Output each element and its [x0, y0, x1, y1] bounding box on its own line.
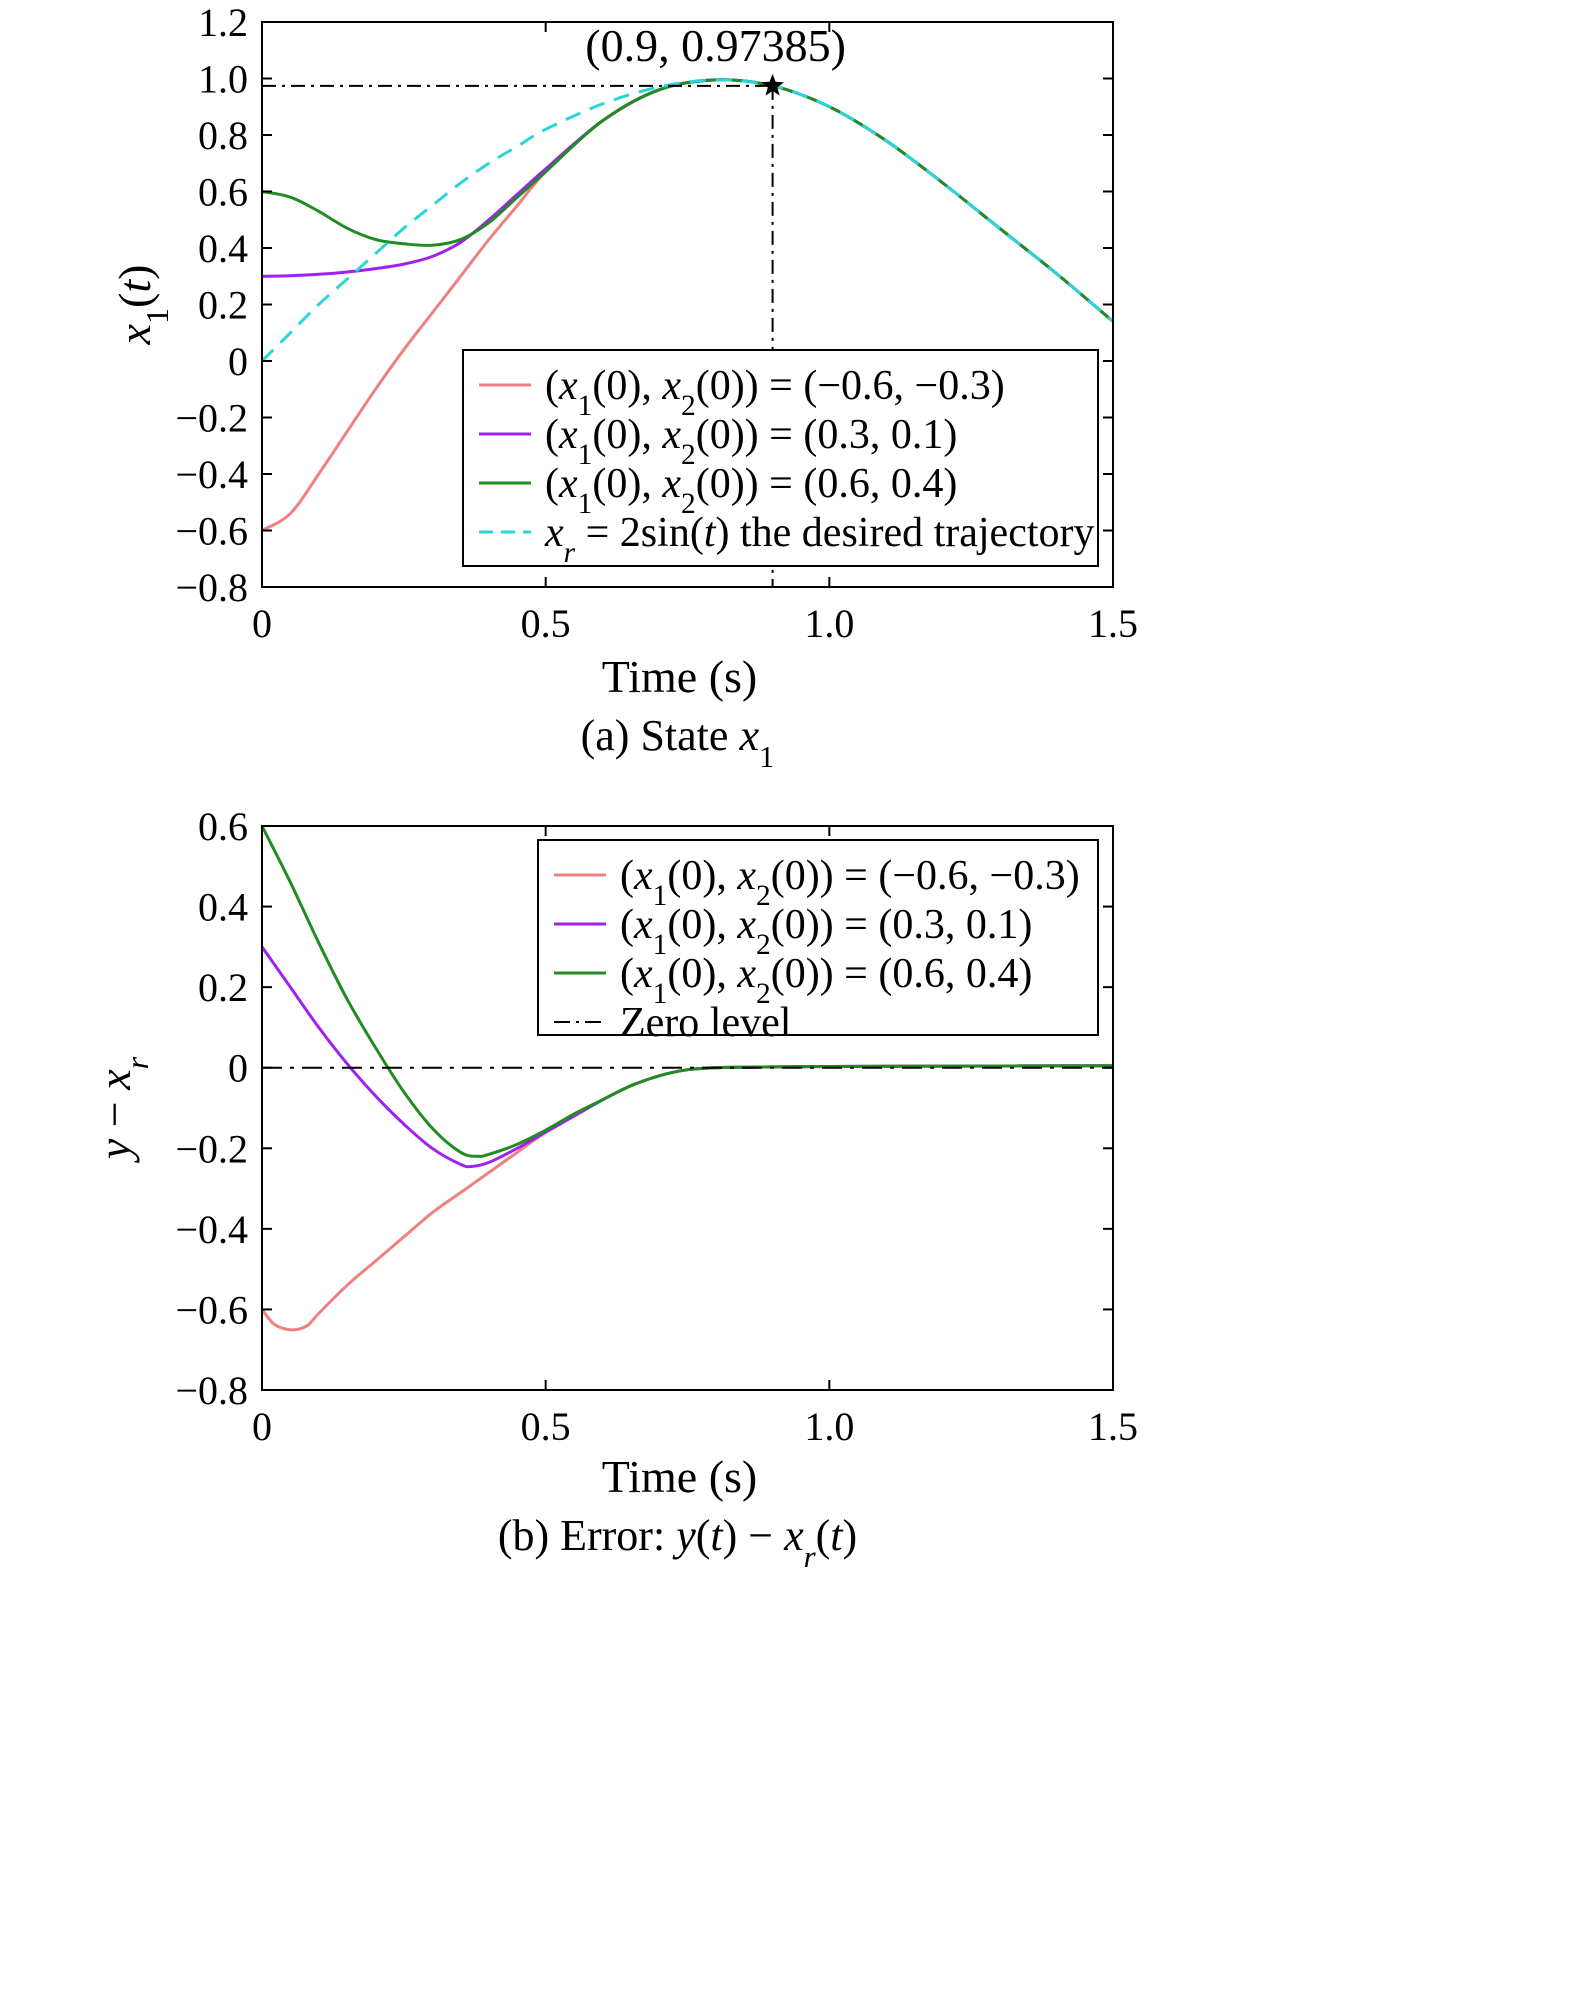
chart-b-series-0	[260, 1064, 1114, 1332]
chart-a: (0.9, 0.97385) (x1(0), x2(0)) = (−0.6, −…	[109, 0, 1138, 774]
chart-b-axes: 0.60.40.20−0.2−0.4−0.6−0.80 0.5 1.0 1.5Time…	[89, 804, 1138, 1574]
chart-a-xtick-label: 0	[252, 601, 272, 646]
chart-b-ytick-label: −0.4	[175, 1207, 248, 1252]
chart-b: (x1(0), x2(0)) = (−0.6, −0.3)(x1(0), x2(…	[89, 804, 1138, 1574]
chart-a-xtick-label: 1.0	[804, 601, 854, 646]
chart-a-series-2	[261, 78, 1114, 323]
chart-a-ytick-label: 0.6	[198, 170, 248, 215]
chart-b-ytick-label: −0.2	[175, 1126, 248, 1171]
chart-a-ytick-label: 0.2	[198, 283, 248, 328]
chart-a-xtick-label: 0.5	[521, 601, 571, 646]
chart-a-series-1	[261, 78, 1114, 323]
annotation-star-marker	[761, 73, 784, 96]
chart-a-legend-label-3: xr = 2sin(t) the desired trajectory	[544, 510, 1095, 569]
chart-a-xlabel: Time (s)	[602, 651, 758, 702]
chart-b-ytick-label: 0	[228, 1046, 248, 1091]
chart-b-caption: (b) Error: y(t) − xr(t)	[498, 1511, 857, 1574]
chart-a-ytick-label: −0.8	[175, 565, 248, 610]
chart-a-legend-label-2: (x1(0), x2(0)) = (0.6, 0.4)	[545, 461, 957, 520]
chart-b-xtick-label: 0	[252, 1404, 272, 1449]
chart-b-legend-label-1: (x1(0), x2(0)) = (0.3, 0.1)	[620, 902, 1032, 961]
chart-b-legend-label-2: (x1(0), x2(0)) = (0.6, 0.4)	[620, 951, 1032, 1010]
chart-a-ytick-label: 0.4	[198, 226, 248, 271]
chart-a-ytick-label: −0.4	[175, 452, 248, 497]
annotation-label: (0.9, 0.97385)	[585, 20, 846, 71]
chart-b-legend-box	[537, 839, 1099, 1036]
chart-b-legend-label-0: (x1(0), x2(0)) = (−0.6, −0.3)	[620, 853, 1080, 912]
chart-a-curves	[260, 78, 1114, 532]
chart-b-xtick-label: 1.5	[1088, 1404, 1138, 1449]
chart-a-ylabel: x1(t)	[109, 265, 175, 346]
chart-b-xtick-label: 0.5	[521, 1404, 571, 1449]
chart-a-series-3	[260, 78, 1114, 363]
chart-b-ytick-label: −0.6	[175, 1287, 248, 1332]
chart-b-ylabel: y − xr	[89, 1056, 155, 1163]
chart-b-curves	[260, 825, 1114, 1332]
chart-b-plot-frame	[261, 825, 1114, 1391]
chart-b-xtick-label: 1.0	[804, 1404, 854, 1449]
chart-a-axes: 1.21.00.80.60.40.20−0.2−0.4−0.6−0.80 0.5 1…	[109, 0, 1138, 774]
chart-a-legend-label-1: (x1(0), x2(0)) = (0.3, 0.1)	[545, 412, 957, 471]
chart-a-caption: (a) State x1	[581, 711, 775, 774]
chart-b-ytick-label: 0.6	[198, 804, 248, 849]
chart-a-xtick-label: 1.5	[1088, 601, 1138, 646]
chart-a-legend: (x1(0), x2(0)) = (−0.6, −0.3)(x1(0), x2(…	[462, 349, 1099, 569]
chart-a-ytick-label: 1.0	[198, 57, 248, 102]
chart-b-xlabel: Time (s)	[602, 1451, 758, 1502]
chart-a-legend-box	[462, 349, 1099, 567]
chart-a-ytick-label: 0	[228, 339, 248, 384]
chart-a-ytick-label: 1.2	[198, 0, 248, 45]
chart-b-ytick-label: 0.4	[198, 885, 248, 930]
chart-a-legend-label-0: (x1(0), x2(0)) = (−0.6, −0.3)	[545, 363, 1005, 422]
chart-a-ytick-label: 0.8	[198, 113, 248, 158]
chart-a-ytick-label: −0.2	[175, 396, 248, 441]
chart-a-ytick-label: −0.6	[175, 509, 248, 554]
chart-b-series-2	[260, 825, 1114, 1158]
chart-b-ytick-label: −0.8	[175, 1368, 248, 1413]
chart-b-legend: (x1(0), x2(0)) = (−0.6, −0.3)(x1(0), x2(…	[537, 839, 1099, 1046]
chart-b-legend-label-3: Zero level	[620, 1000, 791, 1046]
chart-b-ytick-label: 0.2	[198, 965, 248, 1010]
